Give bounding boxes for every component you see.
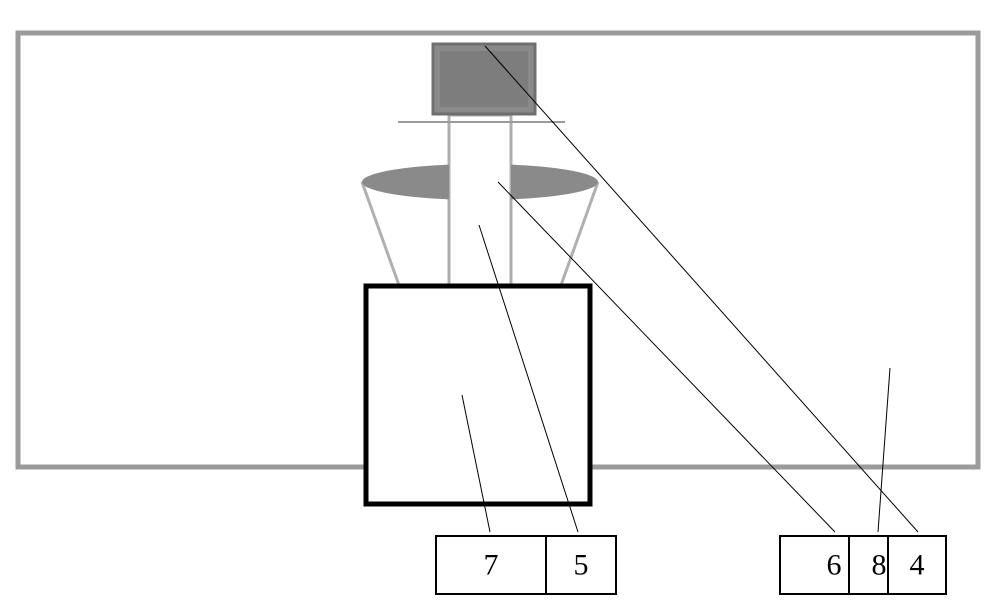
label-text-7: 7 — [484, 549, 499, 582]
label-text-5: 5 — [574, 549, 589, 582]
label-text-4: 4 — [910, 549, 925, 582]
label-box-5: 5 — [546, 536, 616, 594]
pillar — [449, 115, 511, 293]
label-box-4: 4 — [888, 536, 946, 594]
label-box-7: 7 — [436, 536, 546, 594]
label-text-6: 6 — [827, 549, 842, 582]
label-text-8: 8 — [872, 549, 887, 582]
